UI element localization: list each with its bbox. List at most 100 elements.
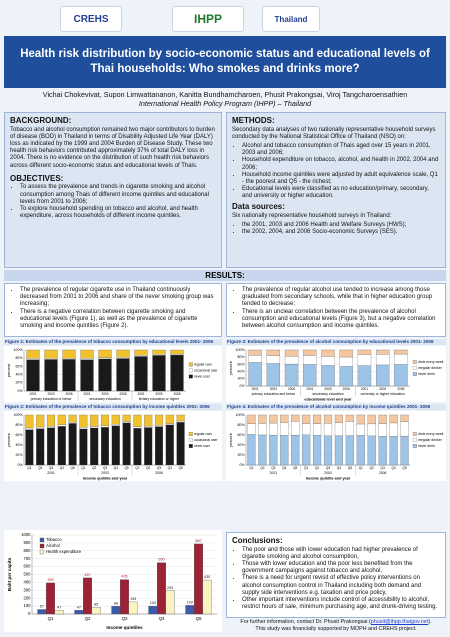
x-tick-label: Q2 [146, 466, 150, 470]
group-label: university or higher education [361, 392, 405, 396]
bar-segment [46, 426, 56, 428]
bar-segment [302, 414, 311, 424]
bar-segment [62, 359, 76, 392]
results-list: The prevalence of regular cigarette use … [10, 287, 216, 330]
bar-segment [134, 356, 148, 392]
intro-box: BACKGROUND: Tobacco and alcohol consumpt… [4, 112, 222, 268]
x-axis-title: income quintile and year [306, 477, 351, 481]
bar-segment [170, 354, 184, 392]
bar-segment [111, 414, 120, 425]
bar-segment [80, 359, 94, 392]
methods-text: Secondary data analyses of two nationall… [232, 126, 436, 140]
bar-segment [176, 414, 185, 422]
bar-segment [68, 421, 77, 424]
x-tick-label: Q1 [359, 466, 363, 470]
section-heading: BACKGROUND: [10, 116, 72, 125]
bar-segment [46, 427, 56, 466]
x-tick-label: Q3 [271, 466, 275, 470]
y-tick-label: 20% [237, 453, 244, 457]
bar-segment [334, 414, 343, 423]
bar-segment [378, 414, 387, 424]
legend-swatch [412, 366, 417, 370]
bar-segment [165, 424, 174, 466]
figure-2: 0% 20% 40% 60% 80% 100% percent Q1 Q2 Q3 Q4 Q5 Q1 Q2 Q… [4, 411, 222, 481]
bar-segment [280, 422, 289, 436]
bar-segment [25, 429, 34, 466]
list-item: The prevalence of regular alcohol use te… [242, 287, 440, 309]
legend-label: Alcohol [46, 543, 60, 548]
group-label: 2006 [155, 471, 163, 475]
bar-segment [80, 358, 94, 360]
section-heading: Conclusions: [232, 536, 283, 545]
bar-segment [26, 349, 40, 359]
bar-segment [389, 414, 398, 424]
bar-segment [375, 349, 390, 355]
bar-segment [339, 349, 353, 358]
bar-segment [375, 364, 390, 387]
bar [128, 601, 138, 615]
legend-label: Health expenditure [46, 549, 82, 554]
bar-segment [400, 414, 409, 422]
bar-segment [389, 422, 398, 437]
bar-segment [122, 414, 131, 422]
x-tick-label: Q3 [122, 616, 128, 621]
legend-label: regular user [194, 362, 213, 366]
bar-segment [79, 427, 88, 430]
legend-swatch [188, 432, 193, 436]
list-item: Other important interventions include co… [242, 597, 440, 611]
section-heading: OBJECTIVES: [10, 173, 64, 183]
legend-swatch [188, 362, 193, 367]
group-label: secondary education [312, 392, 343, 396]
footer-text: ). [428, 619, 432, 625]
x-tick-label: 2006 [65, 392, 72, 396]
legend-swatch [39, 549, 45, 555]
x-tick-label: 2003 [379, 387, 386, 391]
value-label: 293 [167, 586, 173, 590]
legend-label: never user [194, 374, 211, 378]
bar-segment [345, 421, 354, 436]
group-label: 2003 [101, 471, 109, 475]
bar [185, 605, 195, 615]
bar-segment [356, 414, 365, 425]
legend-swatch [412, 360, 417, 364]
bar-segment [90, 414, 99, 427]
y-tick-label: 60% [237, 362, 244, 366]
list-item: There is a need for urgent revisit of ef… [242, 575, 440, 597]
x-axis-title: income quintile and year [83, 477, 128, 481]
bar-segment [116, 357, 130, 359]
x-tick-label: Q2 [92, 466, 96, 470]
bar-segment [313, 414, 322, 424]
bar-segment [116, 349, 130, 358]
x-tick-label: Q4 [391, 466, 395, 470]
data-sources-text: Six nationally representative household … [232, 213, 392, 220]
bar-segment [400, 421, 409, 437]
bar-segment [302, 423, 311, 435]
bar-segment [46, 414, 56, 427]
bar-segment [79, 428, 88, 466]
list-item: To assess the prevalence and trends in c… [20, 184, 216, 206]
bar-segment [176, 422, 185, 466]
bar-segment [266, 355, 281, 364]
bar-segment [269, 414, 278, 424]
results-heading: RESULTS: [4, 270, 446, 281]
bar-segment [90, 427, 99, 466]
bar-segment [356, 423, 365, 436]
bar-segment [57, 426, 66, 466]
x-tick-label: Q1 [304, 466, 308, 470]
results-right: The prevalence of regular alcohol use te… [226, 283, 446, 337]
x-tick-label: Q5 [70, 466, 74, 470]
bar-segment [284, 355, 299, 365]
value-label: 98 [114, 601, 118, 605]
bar-segment [280, 414, 289, 423]
y-tick-label: 0% [17, 389, 22, 393]
bar-segment [152, 354, 166, 356]
email-link[interactable]: phusit@ihpp.thaigov.net [370, 619, 429, 625]
legend-label: never drink [418, 444, 435, 448]
legend-swatch [188, 438, 193, 442]
legend-label: occasional user [194, 368, 218, 372]
bar-segment [100, 414, 110, 426]
bar-segment [334, 435, 343, 466]
figure-caption: Figure 4: Estimates of the prevalence of… [226, 404, 446, 410]
bar-segment [357, 365, 372, 387]
objectives-list: To assess the prevalence and trends in c… [10, 184, 216, 220]
